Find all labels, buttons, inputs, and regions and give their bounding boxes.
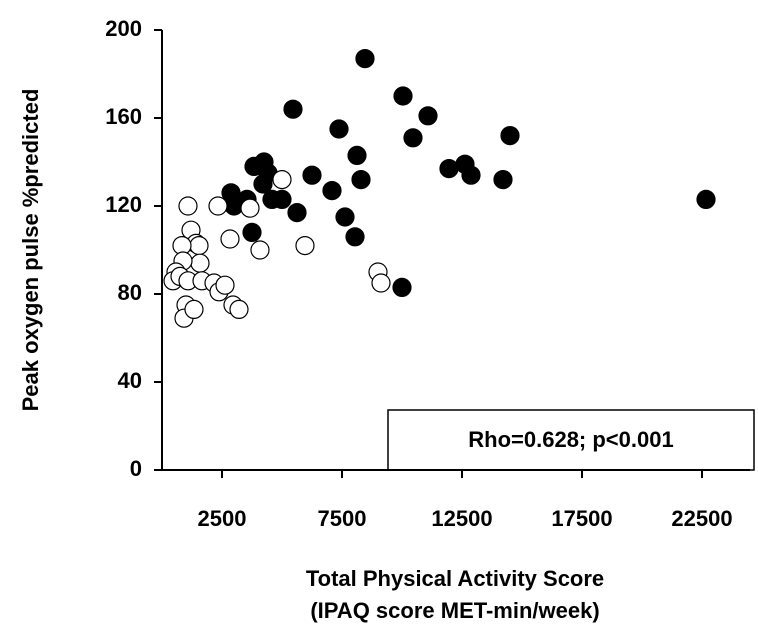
point	[392, 277, 412, 297]
annotation-box	[387, 409, 755, 471]
point	[220, 229, 240, 249]
annotation: Rho=0.628; p<0.001	[468, 427, 673, 452]
x-axis-label: (IPAQ score MET-min/week)	[310, 598, 599, 623]
point	[403, 128, 423, 148]
point	[302, 165, 322, 185]
point	[189, 236, 209, 256]
y-tick-label: 160	[105, 104, 142, 129]
point	[242, 222, 262, 242]
x-axis-label: Total Physical Activity Score	[306, 566, 604, 591]
point	[371, 273, 391, 293]
point	[335, 207, 355, 227]
point	[439, 159, 459, 179]
point	[295, 236, 315, 256]
point	[215, 275, 235, 295]
y-tick-label: 0	[130, 456, 142, 481]
point	[355, 48, 375, 69]
point	[322, 181, 342, 201]
point	[287, 203, 307, 223]
x-tick-label: 22500	[671, 506, 732, 531]
y-axis-label: Peak oxygen pulse %predicted	[18, 89, 43, 412]
x-tick-label: 7500	[318, 506, 367, 531]
point	[500, 126, 520, 146]
point	[393, 86, 413, 106]
point	[208, 196, 228, 216]
point	[272, 170, 292, 190]
point	[418, 106, 438, 126]
point	[461, 165, 481, 185]
point	[272, 189, 292, 209]
point	[229, 299, 249, 319]
point	[240, 198, 260, 218]
point	[351, 170, 371, 190]
point	[329, 119, 349, 139]
x-tick-label: 2500	[198, 506, 247, 531]
x-tick-label: 12500	[431, 506, 492, 531]
point	[345, 227, 365, 247]
point	[283, 99, 303, 119]
point	[178, 196, 198, 216]
point	[493, 170, 513, 190]
point	[184, 299, 204, 319]
point	[190, 253, 210, 273]
y-tick-label: 40	[118, 368, 142, 393]
point	[250, 240, 270, 260]
y-tick-label: 80	[118, 280, 142, 305]
point	[696, 189, 716, 209]
point	[347, 145, 367, 165]
x-tick-label: 17500	[551, 506, 612, 531]
y-tick-label: 200	[105, 16, 142, 41]
y-tick-label: 120	[105, 192, 142, 217]
